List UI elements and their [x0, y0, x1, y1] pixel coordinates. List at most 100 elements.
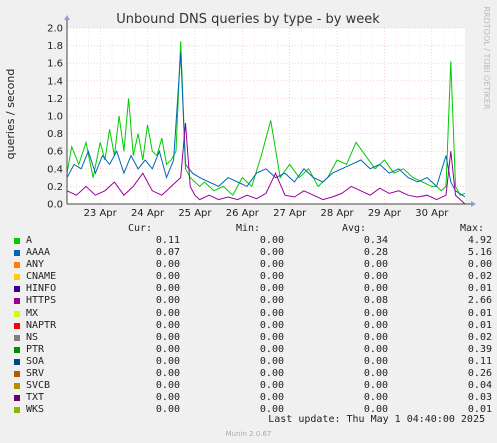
legend-row-svcb: SVCB 0.00 0.00 0.00 0.04 [12, 380, 492, 392]
legend-swatch [14, 298, 20, 305]
legend-cur: 0.00 [155, 295, 180, 307]
legend-swatch [14, 383, 20, 390]
legend-min: 0.00 [259, 235, 284, 246]
legend-avg: 0.00 [363, 355, 388, 367]
y-tick-label: 1.6 [47, 59, 63, 70]
legend-max: 0.04 [467, 380, 492, 392]
x-tick-label: 28 Apr [320, 208, 354, 219]
legend-cur: 0.00 [155, 331, 180, 343]
legend-row-wks: WKS 0.00 0.00 0.00 0.01 [12, 404, 492, 416]
legend-name: SVCB [26, 380, 51, 392]
legend-max: 0.01 [467, 283, 492, 295]
legend-min: 0.00 [259, 355, 284, 367]
legend-min: 0.00 [259, 259, 284, 271]
legend-avg: 0.00 [363, 259, 388, 271]
legend-swatch [14, 286, 20, 293]
legend-swatch [14, 262, 20, 269]
chart-title: Unbound DNS queries by type - by week [116, 12, 380, 27]
legend-cur: 0.00 [155, 404, 180, 416]
x-tick-label: 27 Apr [273, 208, 307, 219]
legend-max: 0.26 [467, 368, 492, 380]
legend-header: Cur: Min: Avg: Max: [12, 223, 492, 235]
side-label: RRDTOOL / TOBI OETIKER [482, 6, 491, 109]
legend-header-cur: Cur: [128, 223, 153, 234]
legend-min: 0.00 [259, 343, 284, 355]
legend-row-mx: MX 0.00 0.00 0.00 0.01 [12, 308, 492, 320]
legend-avg: 0.00 [363, 392, 388, 404]
legend-avg: 0.00 [363, 368, 388, 380]
legend-cur: 0.00 [155, 319, 180, 331]
y-tick-label: 1.0 [47, 112, 63, 123]
legend-swatch [14, 334, 20, 341]
legend-min: 0.00 [259, 283, 284, 295]
legend-min: 0.00 [259, 247, 284, 259]
legend-name: A [26, 235, 33, 246]
legend-swatch [14, 322, 20, 329]
legend-cur: 0.00 [155, 259, 180, 271]
legend-name: ANY [26, 259, 45, 271]
y-axis-arrow [64, 15, 70, 20]
legend-name: HINFO [26, 283, 57, 295]
legend-min: 0.00 [259, 271, 284, 283]
legend-avg: 0.00 [363, 404, 388, 416]
legend-max: 0.02 [467, 271, 492, 283]
legend-avg: 0.00 [363, 380, 388, 392]
legend-swatch [14, 371, 20, 378]
legend-swatch [14, 346, 20, 353]
x-tick-label: 26 Apr [226, 208, 260, 219]
legend-avg: 0.00 [363, 283, 388, 295]
series-line-aaaa [66, 52, 466, 198]
legend-header-max: Max: [460, 223, 485, 234]
legend-avg: 0.00 [363, 343, 388, 355]
legend-min: 0.00 [259, 319, 284, 331]
x-tick-label: 23 Apr [84, 208, 118, 219]
legend-name: HTTPS [26, 295, 57, 307]
series-line-a [66, 41, 466, 197]
legend-avg: 0.28 [363, 247, 388, 259]
legend: Cur: Min: Avg: Max: A 0.11 0.00 0.34 4.92 AAA… [12, 223, 492, 416]
legend-name: TXT [26, 392, 45, 404]
legend-name: PTR [26, 343, 45, 355]
legend-avg: 0.08 [363, 295, 388, 307]
legend-max: 0.03 [467, 392, 492, 404]
legend-name: AAAA [26, 247, 51, 259]
legend-row-cname: CNAME 0.00 0.00 0.00 0.02 [12, 271, 492, 283]
legend-header-avg: Avg: [342, 223, 367, 234]
legend-swatch [14, 238, 20, 244]
legend-avg: 0.00 [363, 331, 388, 343]
legend-max: 0.11 [467, 355, 492, 367]
legend-swatch [14, 358, 20, 365]
y-tick-label: 0.4 [47, 164, 63, 175]
y-tick-label: 0.2 [47, 182, 63, 193]
y-axis-label: queries / second [4, 69, 17, 160]
y-tick-label: 1.4 [47, 76, 63, 87]
legend-max: 5.16 [467, 247, 492, 259]
legend-avg: 0.00 [363, 319, 388, 331]
x-axis-arrow [471, 201, 476, 207]
legend-row-hinfo: HINFO 0.00 0.00 0.00 0.01 [12, 283, 492, 295]
legend-row-soa: SOA 0.00 0.00 0.00 0.11 [12, 356, 492, 368]
y-tick-label: 1.2 [47, 94, 63, 105]
legend-swatch [14, 407, 20, 414]
legend-name: MX [26, 307, 39, 319]
legend-min: 0.00 [259, 380, 284, 392]
legend-max: 0.02 [467, 331, 492, 343]
legend-avg: 0.34 [363, 235, 388, 246]
legend-cur: 0.00 [155, 343, 180, 355]
legend-name: SRV [26, 368, 45, 380]
legend-max: 0.39 [467, 343, 492, 355]
legend-min: 0.00 [259, 404, 284, 416]
legend-row-txt: TXT 0.00 0.00 0.00 0.03 [12, 392, 492, 404]
legend-row-aaaa: AAAA 0.07 0.00 0.28 5.16 [12, 247, 492, 259]
legend-min: 0.00 [259, 307, 284, 319]
y-tick-label: 0.6 [47, 147, 63, 158]
legend-row-any: ANY 0.00 0.00 0.00 0.00 [12, 259, 492, 271]
legend-row-ns: NS 0.00 0.00 0.00 0.02 [12, 332, 492, 344]
legend-row-srv: SRV 0.00 0.00 0.00 0.26 [12, 368, 492, 380]
legend-header-min: Min: [236, 223, 261, 234]
legend-cur: 0.00 [155, 380, 180, 392]
legend-swatch [14, 274, 20, 281]
legend-name: NS [26, 331, 39, 343]
legend-row-ptr: PTR 0.00 0.00 0.00 0.39 [12, 344, 492, 356]
legend-name: WKS [26, 404, 45, 416]
